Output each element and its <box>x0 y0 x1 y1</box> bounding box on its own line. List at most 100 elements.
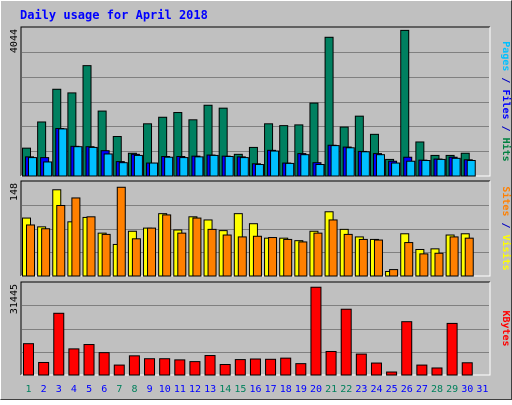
x-tick-label: 15 <box>234 384 246 395</box>
x-tick-label: 17 <box>265 384 277 395</box>
bar-kbytes <box>355 353 367 376</box>
x-tick-label: 30 <box>461 384 473 395</box>
bar-pages <box>436 158 446 177</box>
bar-sites <box>26 224 35 277</box>
legend-part: / <box>500 120 511 138</box>
bar-sites <box>298 241 308 277</box>
bar-sites <box>41 228 51 277</box>
x-tick-label: 29 <box>446 384 458 395</box>
bar-pages <box>28 157 37 177</box>
bar-sites <box>101 233 111 277</box>
x-tick-label: 22 <box>340 384 352 395</box>
bar-pages <box>345 147 355 177</box>
bar-kbytes <box>370 362 382 376</box>
panel-border-dark <box>20 281 490 375</box>
bar-kbytes <box>98 352 110 376</box>
legend-part: KBytes <box>500 310 511 346</box>
bar-kbytes <box>386 371 398 376</box>
bar-pages <box>285 162 295 177</box>
bar-sites <box>283 238 293 277</box>
x-tick-label: 20 <box>310 384 322 395</box>
x-tick-label: 9 <box>147 384 153 395</box>
panel-visits-sites: 148 Sites / Visits <box>9 180 512 277</box>
bar-kbytes <box>401 321 413 376</box>
x-tick-label: 10 <box>159 384 171 395</box>
bar-pages <box>466 160 476 177</box>
bar-pages <box>300 154 310 177</box>
bar-kbytes <box>204 355 216 376</box>
bar-kbytes <box>53 312 65 376</box>
bar-kbytes <box>446 322 458 376</box>
x-tick-label: 18 <box>280 384 292 395</box>
bar-kbytes <box>23 343 34 376</box>
bar-kbytes <box>113 364 125 376</box>
bar-hits <box>400 29 410 177</box>
bar-sites <box>116 186 126 277</box>
bar-kbytes <box>461 362 473 376</box>
bar-pages <box>406 160 416 177</box>
bar-kbytes <box>249 358 261 376</box>
bar-sites <box>86 216 96 277</box>
y-max-label: 148 <box>9 183 20 201</box>
x-tick-label: 27 <box>416 384 428 395</box>
bar-kbytes <box>189 361 201 376</box>
bar-sites <box>419 253 429 277</box>
x-tick-label: 23 <box>355 384 367 395</box>
bar-pages <box>315 164 325 177</box>
x-tick-label: 13 <box>204 384 216 395</box>
bar-kbytes <box>280 357 292 376</box>
bar-kbytes <box>38 361 50 376</box>
x-tick-label: 14 <box>219 384 231 395</box>
bar-kbytes <box>144 358 156 376</box>
legend-part: Pages <box>500 41 511 71</box>
panel-kbytes: 31445 KBytes <box>9 281 511 376</box>
bar-kbytes <box>416 364 428 376</box>
bar-pages <box>254 164 264 177</box>
legend-part: Files <box>500 89 512 119</box>
bar-pages <box>58 128 68 177</box>
x-tick-label: 7 <box>116 384 122 395</box>
bar-sites <box>389 269 399 277</box>
x-tick-label: 11 <box>174 384 186 395</box>
x-tick-label: 24 <box>371 384 383 395</box>
bar-kbytes <box>83 344 95 376</box>
x-tick-label: 3 <box>56 384 62 395</box>
bar-pages <box>43 161 53 177</box>
bar-sites <box>358 238 368 277</box>
bar-kbytes <box>431 367 443 376</box>
bar-sites <box>449 236 459 277</box>
y-max-label: 31445 <box>9 284 20 314</box>
x-tick-label: 26 <box>401 384 413 395</box>
bar-sites <box>268 237 278 277</box>
bar-sites <box>343 233 353 277</box>
bar-kbytes <box>68 348 80 376</box>
bar-sites <box>56 204 66 277</box>
bar-sites <box>222 234 232 277</box>
bar-pages <box>209 154 219 177</box>
bar-pages <box>239 157 249 177</box>
bar-pages <box>194 156 204 177</box>
bar-sites <box>313 232 323 277</box>
legend-part: Visits <box>500 235 512 271</box>
bar-kbytes <box>174 359 186 376</box>
bar-pages <box>103 153 113 177</box>
bar-sites <box>373 239 383 277</box>
bar-pages <box>118 162 128 177</box>
bar-sites <box>252 235 262 277</box>
bar-pages <box>149 162 159 177</box>
x-tick-label: 4 <box>71 384 77 395</box>
bar-pages <box>391 162 401 177</box>
x-tick-label: 12 <box>189 384 201 395</box>
x-tick-label: 19 <box>295 384 307 395</box>
bar-sites <box>328 219 338 277</box>
bar-kbytes <box>128 355 140 376</box>
bar-kbytes <box>234 359 246 376</box>
bar-pages <box>224 156 234 177</box>
bar-sites <box>192 217 202 277</box>
x-tick-label: 8 <box>131 384 137 395</box>
legend-label: Pages / Files / Hits <box>500 41 512 161</box>
panel-border-dark <box>20 180 490 276</box>
x-tick-label: 5 <box>86 384 92 395</box>
